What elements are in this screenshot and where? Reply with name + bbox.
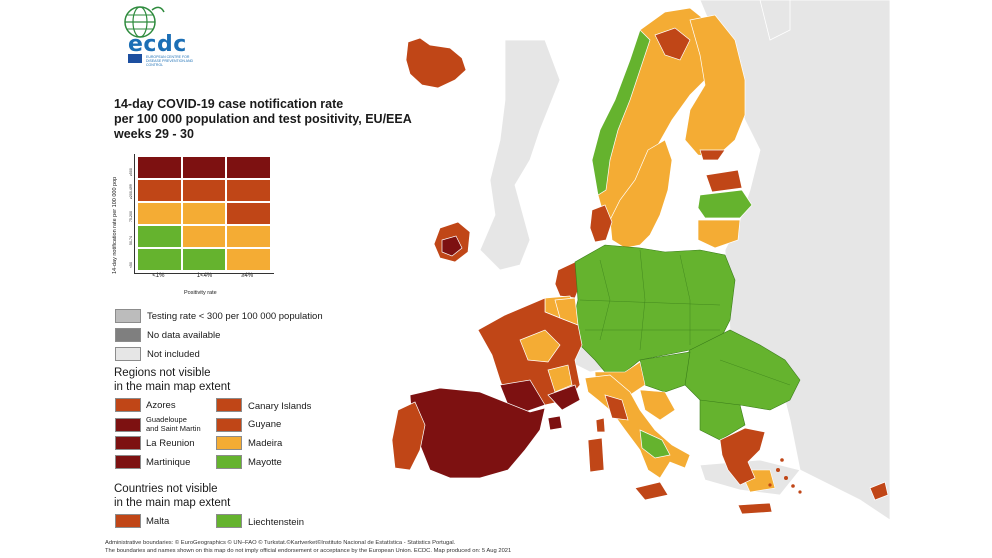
- regions-heading: Regions not visible in the main map exte…: [114, 367, 231, 393]
- matrix-cell: [181, 179, 226, 202]
- matrix-cell: [181, 156, 226, 179]
- matrix-cell: [181, 248, 226, 271]
- not-included-label: Not included: [147, 349, 200, 360]
- martinique-label: Martinique: [146, 457, 191, 468]
- matrix-cell: [137, 202, 182, 225]
- guyane-swatch: [216, 418, 242, 432]
- guadeloupe-swatch: [115, 418, 141, 432]
- title-line-3: weeks 29 - 30: [114, 127, 194, 141]
- azores-swatch: [115, 398, 141, 412]
- region-italy: [584, 374, 691, 501]
- guadeloupe-label: Guadeloupe and Saint Martin: [146, 415, 201, 433]
- region-nordics: [591, 7, 746, 249]
- matrix-y-tick: <50: [129, 262, 133, 268]
- region-iceland: [405, 37, 467, 89]
- malta-swatch: [115, 514, 141, 528]
- countries-heading: Countries not visible in the main map ex…: [114, 483, 231, 509]
- region-central-europe: [571, 244, 801, 441]
- la-reunion-swatch: [115, 436, 141, 450]
- matrix-cell: [226, 248, 271, 271]
- liechtenstein-label: Liechtenstein: [248, 517, 304, 528]
- madeira-swatch: [216, 436, 242, 450]
- matrix-cell: [137, 156, 182, 179]
- la-reunion-label: La Reunion: [146, 438, 195, 449]
- malta-label: Malta: [146, 516, 170, 527]
- matrix-y-tick: 75-200: [129, 211, 133, 222]
- matrix-y-tick: ≥500: [129, 168, 133, 176]
- footer-credits: Administrative boundaries: © EuroGeograp…: [105, 540, 456, 546]
- ecdc-globe-icon: [124, 6, 165, 38]
- matrix-cell: [137, 225, 182, 248]
- canary-islands-swatch: [216, 398, 242, 412]
- map-title: 14-day COVID-19 case notification rate p…: [114, 97, 414, 142]
- matrix-cell: [226, 156, 271, 179]
- region-iberia: [391, 387, 563, 479]
- matrix-cell: [226, 202, 271, 225]
- matrix-cell: [226, 225, 271, 248]
- ecdc-logo-subtitle: EUROPEAN CENTRE FOR DISEASE PREVENTION A…: [146, 55, 194, 67]
- region-denmark: [589, 204, 613, 243]
- region-france: [477, 297, 583, 413]
- azores-label: Azores: [146, 400, 176, 411]
- matrix-x-tick: 1<4%: [196, 273, 213, 279]
- canary-islands-label: Canary Islands: [248, 401, 312, 412]
- matrix-cell: [226, 179, 271, 202]
- greek-islands: [768, 458, 802, 494]
- matrix-cell: [181, 202, 226, 225]
- matrix-cell: [181, 225, 226, 248]
- ecdc-logo-text: ecdc: [128, 32, 187, 57]
- matrix-cell: [137, 248, 182, 271]
- testing-rate-label: Testing rate < 300 per 100 000 populatio…: [147, 311, 323, 322]
- region-baltics: [697, 169, 753, 249]
- no-data-swatch: [115, 328, 141, 342]
- martinique-swatch: [115, 455, 141, 469]
- madeira-label: Madeira: [248, 438, 283, 449]
- liechtenstein-swatch: [216, 514, 242, 528]
- matrix-y-tick: ≥200-499: [129, 184, 133, 199]
- matrix-axes: [134, 154, 274, 274]
- matrix-y-label: 14-day notification rate per 100 000 pop: [112, 176, 118, 274]
- eu-flag-icon: [128, 54, 142, 63]
- matrix-x-tick: ≥4%: [241, 273, 254, 279]
- matrix-x-tick: <1%: [152, 273, 165, 279]
- matrix-y-tick: 50-74: [129, 236, 133, 245]
- region-greece: [719, 427, 889, 515]
- mayotte-label: Mayotte: [248, 457, 282, 468]
- no-data-label: No data available: [147, 330, 221, 341]
- mayotte-swatch: [216, 455, 242, 469]
- title-line-1: 14-day COVID-19 case notification rate: [114, 97, 344, 111]
- matrix-x-label: Positivity rate: [184, 290, 217, 296]
- matrix-cell: [137, 179, 182, 202]
- not-included-swatch: [115, 347, 141, 361]
- testing-rate-swatch: [115, 309, 141, 323]
- footer-disclaimer: The boundaries and names shown on this m…: [105, 548, 512, 554]
- guyane-label: Guyane: [248, 419, 282, 430]
- title-line-2: per 100 000 population and test positivi…: [114, 112, 412, 126]
